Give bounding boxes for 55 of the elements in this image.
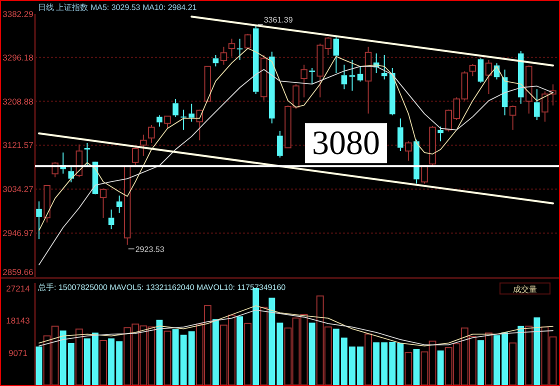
candlestick [341,64,348,90]
y-tick-label: 3121.57 [2,140,34,150]
candlestick [84,142,90,166]
bar [156,320,163,385]
candlestick [116,195,122,214]
candlestick [172,98,178,118]
chart-title: 日线 上证指数 MA5: 3029.53 MA10: 2984.21 [38,3,198,12]
bar [485,332,492,386]
bar [404,352,412,386]
bar [36,346,42,385]
bar [308,322,316,385]
bar [534,317,540,385]
candlestick [140,134,147,156]
bar [477,340,484,385]
y-tick-label: 3382.29 [2,9,34,19]
y-tick-label: 27214 [6,283,30,294]
candlestick [108,209,114,230]
bar [525,326,533,386]
bar [236,316,243,385]
bar [164,330,172,386]
annotation: 3361.39 [264,16,294,25]
ref-line-label: 3080 [312,125,380,162]
candlestick [518,50,524,104]
candlestick [398,118,404,152]
y-tick-label: 2859.66 [2,267,34,277]
chart-title: 总手: 15007825000 MAVOL5: 13321162040 MAVOL10: 11757349160 [37,283,286,292]
bar [509,342,517,386]
y-tick-label: 18143 [6,316,30,326]
annotation: 成交量 [513,285,537,294]
bar [212,319,219,385]
candlestick [534,88,540,121]
bar [518,326,524,385]
candlestick [333,36,340,74]
bar [260,306,268,386]
candlestick [309,67,315,85]
candlestick [156,114,162,128]
bar [413,349,420,385]
candlestick [349,59,356,92]
annotation: 2923.53 [135,244,165,254]
bar [437,350,444,385]
candlestick [36,200,42,240]
bar [364,334,372,386]
candlestick [180,109,186,130]
y-tick-label: 2946.97 [2,228,34,238]
candlestick [389,67,396,116]
bar [244,322,252,386]
y-tick-label: 3208.88 [2,96,34,106]
candlestick [269,51,275,124]
candlestick [236,38,243,60]
candlestick [364,46,372,114]
y-tick-label: 9071 [8,348,28,358]
y-tick-label: 3296.18 [2,52,34,62]
bar [100,340,107,386]
y-tick-label: 3034.27 [2,184,34,194]
bar [75,328,83,386]
